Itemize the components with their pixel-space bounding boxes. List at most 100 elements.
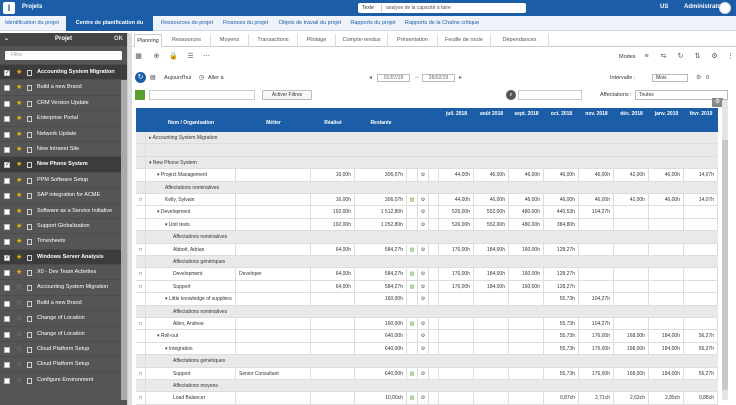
month-cell[interactable] xyxy=(509,293,544,306)
month-cell[interactable]: 526,00h xyxy=(439,218,474,231)
checkbox[interactable] xyxy=(4,85,10,92)
row-select-cell[interactable]: □ xyxy=(136,194,146,206)
sidebar-item[interactable]: ★ Accounting System Migration xyxy=(0,64,127,81)
subtab-6[interactable]: Présentation xyxy=(388,34,438,47)
month-cell[interactable]: 0,88ch xyxy=(684,392,718,405)
sidebar-item[interactable]: ★ Enterprise Portal xyxy=(0,110,127,125)
month-cell[interactable]: 526,00h xyxy=(439,206,474,219)
month-cell[interactable]: 2,63ch xyxy=(614,392,649,405)
month-cell[interactable] xyxy=(439,293,474,306)
month-cell[interactable]: 55,73h xyxy=(544,293,579,306)
checkbox[interactable] xyxy=(4,66,10,81)
filter-input[interactable]: Filtre xyxy=(5,51,122,60)
table-row[interactable]: ▾ Little knowledge of suppliers 160,00h ⚙ 5… xyxy=(136,293,718,306)
star-icon[interactable]: ★ xyxy=(16,253,23,261)
month-cell[interactable]: 46,00h xyxy=(544,169,579,182)
month-cell[interactable]: 46,00h xyxy=(474,169,509,182)
settings-icon-cell[interactable]: ⚙ xyxy=(418,342,429,355)
sidebar-item[interactable]: ★ New Intranet Site xyxy=(0,140,127,156)
checkbox[interactable] xyxy=(4,193,10,200)
sidebar-item[interactable]: ☆ Build a new Brand xyxy=(0,294,127,310)
global-search[interactable]: Texte analyse de la capacité à faire xyxy=(358,3,526,13)
month-cell[interactable]: 440,53h xyxy=(544,206,579,219)
month-cell[interactable]: 184,00h xyxy=(649,330,684,343)
activate-filters-button[interactable]: Activer Filtres xyxy=(262,90,312,100)
column-header[interactable]: févr. 2019 xyxy=(689,111,713,117)
month-cell[interactable]: 14,07h xyxy=(684,194,718,206)
month-cell[interactable]: 46,00h xyxy=(509,169,544,182)
chart-icon-cell[interactable]: ▥ xyxy=(407,194,418,206)
month-cell[interactable] xyxy=(684,318,718,330)
checkbox[interactable] xyxy=(4,208,10,215)
sidebar-item[interactable]: ★ SAP integration for ACME xyxy=(0,187,127,202)
star-icon[interactable]: ☆ xyxy=(16,299,23,307)
month-cell[interactable]: 44,00h xyxy=(439,194,474,206)
month-cell[interactable]: 55,73h xyxy=(544,367,579,380)
month-cell[interactable] xyxy=(439,330,474,343)
month-cell[interactable]: 55,73h xyxy=(544,342,579,355)
table-row[interactable]: ▾ Project Management 16,00h 306,07h ⚙ 44,00h… xyxy=(136,169,718,182)
tab-5[interactable]: Rapports du projet xyxy=(350,20,396,26)
mode-icon-2[interactable]: ⇆ xyxy=(660,53,667,60)
table-row[interactable]: Affectations génériques xyxy=(136,355,718,368)
search-scope-select[interactable]: Texte xyxy=(360,4,382,12)
month-cell[interactable] xyxy=(614,280,649,293)
search-input[interactable]: analyse de la capacité à faire xyxy=(386,5,451,11)
column-header[interactable]: Réalisé xyxy=(324,120,342,126)
month-cell[interactable]: 384,80h xyxy=(544,218,579,231)
table-row[interactable]: ▾ Unit tests 192,00h 1 252,80h ⚙ 526,00h 552,… xyxy=(136,218,718,232)
month-cell[interactable] xyxy=(649,293,684,306)
month-cell[interactable]: 44,00h xyxy=(439,169,474,182)
expand-icon[interactable]: ▸ xyxy=(149,135,153,141)
month-cell[interactable] xyxy=(649,218,684,231)
month-cell[interactable]: 46,00h xyxy=(579,194,614,206)
tab-3[interactable]: Finances du projet xyxy=(222,20,269,26)
mode-icon-6[interactable]: ⋮ xyxy=(727,53,734,60)
tab-0[interactable]: Identification du projet xyxy=(5,20,59,26)
month-cell[interactable] xyxy=(684,268,718,281)
month-cell[interactable] xyxy=(579,280,614,293)
month-cell[interactable]: 0,87ch xyxy=(544,392,579,405)
month-cell[interactable] xyxy=(474,330,509,343)
row-name-cell[interactable]: Development xyxy=(146,268,236,281)
month-cell[interactable]: 176,00h xyxy=(579,330,614,343)
month-cell[interactable] xyxy=(614,268,649,281)
settings-icon-cell[interactable]: ⚙ xyxy=(418,206,429,219)
settings-icon-cell[interactable]: ⚙ xyxy=(418,280,429,293)
table-row[interactable]: Affectations moyens xyxy=(136,380,718,393)
column-header[interactable]: sept. 2018 xyxy=(514,111,539,117)
checkbox[interactable] xyxy=(4,270,10,277)
search-icon[interactable]: ⌕ xyxy=(506,90,516,100)
lock-icon[interactable]: 🔒 xyxy=(169,53,178,60)
month-cell[interactable] xyxy=(474,392,509,405)
month-cell[interactable]: 176,00h xyxy=(439,243,474,256)
star-icon[interactable]: ★ xyxy=(16,99,23,107)
checkbox[interactable] xyxy=(4,146,10,153)
month-cell[interactable]: 46,00h xyxy=(474,194,509,206)
subtab-5[interactable]: Compte-rendus xyxy=(336,34,388,47)
row-name-cell[interactable]: Affectations nominatives xyxy=(146,182,718,194)
sidebar-item[interactable]: ★ Software as a Service Initiative xyxy=(0,202,127,218)
checkbox[interactable] xyxy=(4,331,10,338)
mode-icon-1[interactable]: ≡ xyxy=(644,53,649,60)
sidebar-item[interactable]: ☆ Accounting System Migration xyxy=(0,279,127,294)
row-name-cell[interactable]: ▸ Accounting System Migration xyxy=(146,132,718,144)
month-cell[interactable]: 184,00h xyxy=(649,342,684,355)
month-cell[interactable] xyxy=(509,330,544,343)
month-cell[interactable]: 104,27h xyxy=(579,293,614,306)
row-name-cell[interactable]: ▾ Integration xyxy=(146,342,236,355)
month-cell[interactable] xyxy=(614,206,649,219)
settings-icon-cell[interactable]: ⚙ xyxy=(418,194,429,206)
sidebar-resize-handle[interactable] xyxy=(127,33,132,405)
start-date-input[interactable]: 01/07/18 xyxy=(377,74,410,82)
table-row[interactable]: Affectations nominatives xyxy=(136,181,718,194)
month-cell[interactable] xyxy=(439,367,474,380)
ok-button[interactable]: OK xyxy=(114,36,123,42)
month-cell[interactable]: 14,07h xyxy=(684,169,718,182)
more-icon[interactable]: ⋯ xyxy=(203,53,210,60)
sidebar-item[interactable]: ☆ Configure Environment xyxy=(0,371,127,387)
sidebar-item[interactable]: ★ CRM Version Update xyxy=(0,94,127,110)
month-cell[interactable]: 56,27h xyxy=(684,342,718,355)
row-name-cell[interactable]: Affectations nominatives xyxy=(146,306,718,318)
month-cell[interactable] xyxy=(509,342,544,355)
